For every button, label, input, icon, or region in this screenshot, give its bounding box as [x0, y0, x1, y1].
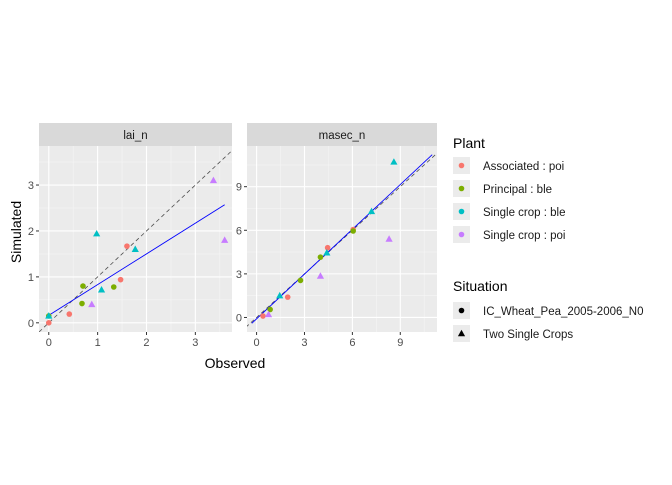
data-point: [385, 235, 393, 242]
legend-marker: [458, 185, 465, 192]
data-point: [260, 313, 266, 319]
data-point: [390, 158, 398, 165]
facet-strip: [247, 123, 437, 146]
plot-area: [39, 150, 232, 332]
x-tick-label: 6: [349, 337, 355, 349]
data-point: [297, 277, 304, 284]
data-point: [350, 228, 356, 234]
data-point: [45, 312, 53, 319]
legend-marker: [458, 231, 465, 238]
x-tick-label: 2: [143, 337, 149, 349]
data-point: [317, 254, 324, 260]
facet-strip: [39, 123, 232, 146]
x-tick-label: 1: [95, 337, 101, 349]
data-point: [324, 244, 331, 251]
data-point: [267, 306, 273, 313]
y-tick-label: 0: [28, 318, 34, 330]
regression-line: [46, 204, 225, 318]
regression-line: [251, 154, 433, 324]
y-axis-label: Simulated: [8, 201, 24, 263]
legend-plant-title: Plant: [453, 135, 485, 151]
legend: Plant Situation Associated : poi Principa…: [453, 135, 643, 342]
legend-situation-label: IC_Wheat_Pea_2005-2006_N0: [483, 306, 643, 318]
x-tick-label: 3: [192, 337, 198, 349]
legend-marker: [457, 329, 466, 337]
panel-masec_n: masec_n 0 3 6 9 0 3 6 9: [236, 123, 437, 349]
y-tick-label: 0: [236, 312, 242, 324]
facet-title: masec_n: [319, 130, 366, 142]
y-tick-label: 6: [236, 225, 242, 237]
data-point: [131, 245, 139, 253]
y-tick-label: 9: [236, 182, 242, 194]
data-point: [80, 283, 86, 289]
data-point: [276, 291, 284, 299]
data-point: [323, 249, 331, 256]
y-tick-label: 2: [28, 226, 34, 238]
y-tick-label: 3: [236, 269, 242, 281]
data-point: [284, 294, 291, 300]
legend-situation-label: Two Single Crops: [483, 329, 573, 341]
x-tick-label: 0: [46, 337, 52, 349]
data-point: [221, 236, 229, 243]
panel-lai_n: lai_n 0 1 2 3 0 1 2 3: [28, 123, 232, 349]
legend-situation-title: Situation: [453, 278, 507, 294]
legend-marker: [458, 307, 465, 314]
legend-plant-label: Associated : poi: [483, 161, 564, 173]
data-point: [117, 276, 124, 283]
y-tick-label: 1: [28, 272, 34, 284]
data-point: [367, 207, 376, 215]
data-point: [264, 310, 273, 318]
x-tick-label: 3: [301, 337, 307, 349]
data-point: [97, 285, 106, 293]
facet-title: lai_n: [123, 130, 147, 142]
plot-area: [247, 152, 437, 327]
data-point: [66, 311, 73, 317]
data-point: [124, 243, 130, 249]
x-tick-label: 9: [397, 337, 403, 349]
x-tick-label: 0: [254, 337, 260, 349]
data-point: [93, 229, 101, 237]
plot-background: [39, 146, 232, 332]
y-tick-label: 3: [28, 180, 34, 192]
data-point: [79, 300, 85, 307]
data-point: [209, 176, 218, 184]
data-point: [110, 284, 117, 290]
x-axis-label: Observed: [205, 355, 266, 371]
legend-marker: [458, 208, 465, 215]
data-point: [316, 272, 325, 279]
legend-marker: [458, 162, 465, 169]
legend-plant-label: Single crop : poi: [483, 230, 565, 242]
legend-plant-label: Single crop : ble: [483, 207, 565, 219]
legend-plant-label: Principal : ble: [483, 184, 552, 196]
data-point: [45, 320, 52, 326]
data-point: [88, 300, 96, 308]
